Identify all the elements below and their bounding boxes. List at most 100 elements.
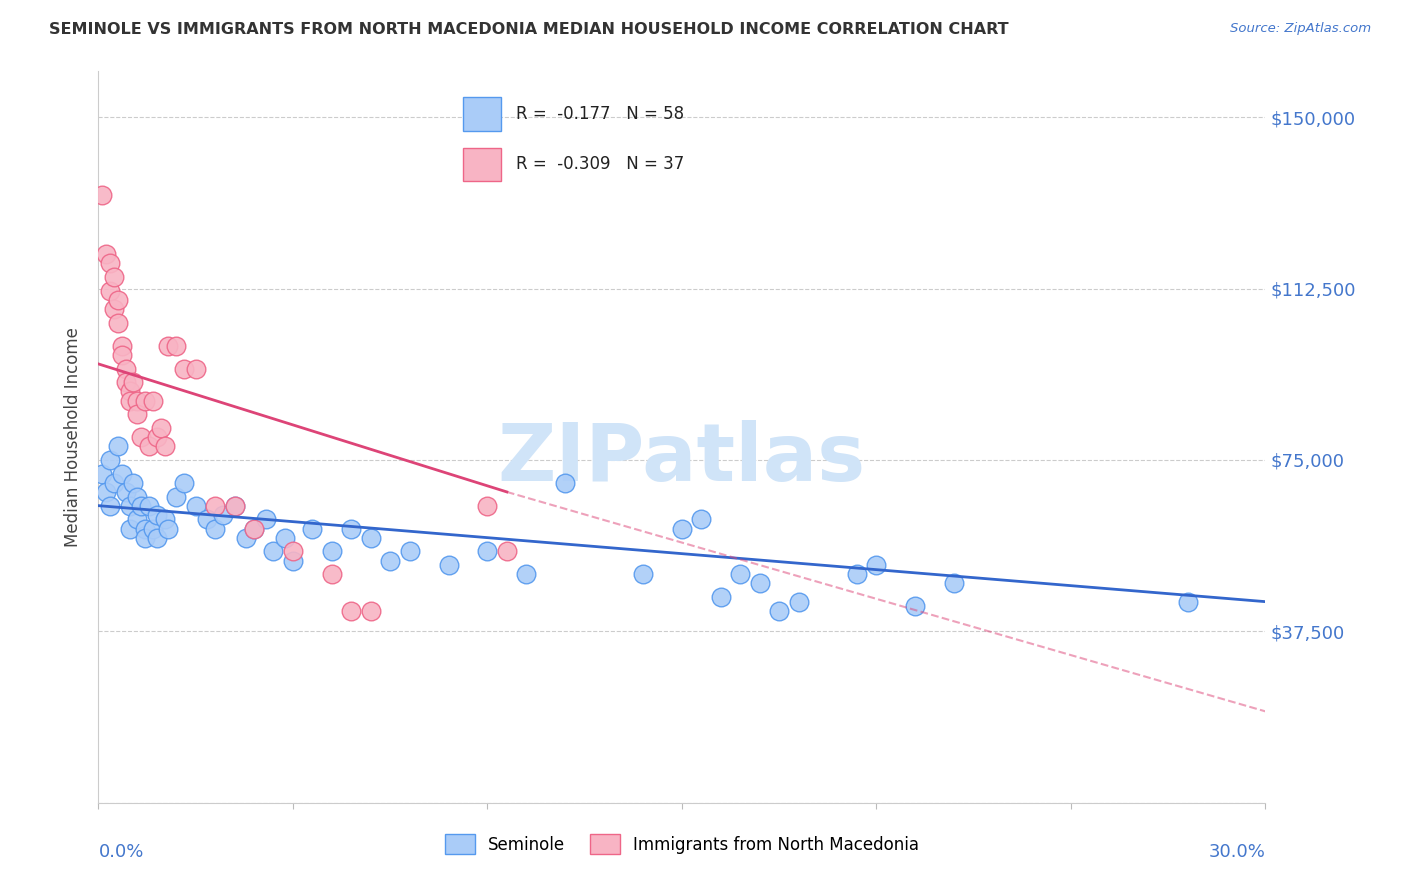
Point	[114, 361, 136, 376]
Point	[195, 512, 218, 526]
Point	[768, 604, 790, 618]
Point	[107, 293, 129, 307]
Point	[146, 508, 169, 522]
Point	[360, 531, 382, 545]
Point	[127, 407, 149, 421]
Point	[134, 531, 156, 545]
Point	[111, 348, 134, 362]
Point	[98, 256, 121, 270]
Point	[127, 490, 149, 504]
Point	[321, 544, 343, 558]
Point	[91, 187, 114, 202]
Point	[235, 531, 257, 545]
Point	[748, 576, 770, 591]
Point	[98, 453, 121, 467]
Point	[122, 475, 145, 490]
Point	[184, 361, 207, 376]
Point	[107, 316, 129, 330]
Point	[554, 475, 576, 490]
Point	[114, 375, 136, 389]
Point	[224, 499, 246, 513]
Point	[173, 475, 195, 490]
Point	[103, 301, 125, 317]
Y-axis label: Median Household Income: Median Household Income	[65, 327, 83, 547]
Point	[184, 499, 207, 513]
Point	[515, 567, 537, 582]
Point	[274, 531, 297, 545]
Point	[165, 490, 187, 504]
Point	[212, 508, 235, 522]
Point	[96, 484, 118, 499]
Point	[146, 531, 169, 545]
Point	[146, 430, 169, 444]
Point	[671, 521, 693, 535]
Point	[107, 439, 129, 453]
Point	[103, 270, 125, 285]
Point	[111, 467, 134, 481]
Point	[138, 499, 160, 513]
Text: Source: ZipAtlas.com: Source: ZipAtlas.com	[1230, 22, 1371, 36]
Text: SEMINOLE VS IMMIGRANTS FROM NORTH MACEDONIA MEDIAN HOUSEHOLD INCOME CORRELATION : SEMINOLE VS IMMIGRANTS FROM NORTH MACEDO…	[49, 22, 1010, 37]
Point	[301, 521, 323, 535]
Point	[129, 499, 152, 513]
Point	[254, 512, 277, 526]
Point	[340, 604, 363, 618]
Point	[127, 512, 149, 526]
Point	[477, 544, 499, 558]
Point	[496, 544, 519, 558]
Point	[865, 558, 887, 573]
Point	[153, 439, 176, 453]
Point	[243, 521, 266, 535]
Point	[127, 393, 149, 408]
Point	[122, 375, 145, 389]
Point	[380, 553, 402, 567]
Point	[98, 499, 121, 513]
Point	[690, 512, 713, 526]
Point	[360, 604, 382, 618]
Point	[165, 338, 187, 352]
Point	[91, 467, 114, 481]
Point	[398, 544, 420, 558]
Point	[138, 439, 160, 453]
Point	[437, 558, 460, 573]
Point	[96, 247, 118, 261]
Point	[281, 544, 304, 558]
Point	[224, 499, 246, 513]
Point	[153, 512, 176, 526]
Point	[477, 499, 499, 513]
Point	[846, 567, 869, 582]
Point	[204, 499, 226, 513]
Point	[98, 284, 121, 298]
Point	[904, 599, 927, 614]
Point	[243, 521, 266, 535]
Point	[204, 521, 226, 535]
Point	[157, 521, 180, 535]
Point	[787, 594, 810, 608]
Point	[730, 567, 752, 582]
Point	[157, 338, 180, 352]
Point	[173, 361, 195, 376]
Point	[134, 521, 156, 535]
Text: 0.0%: 0.0%	[98, 843, 143, 861]
Point	[129, 430, 152, 444]
Point	[118, 499, 141, 513]
Point	[1177, 594, 1199, 608]
Point	[142, 393, 165, 408]
Point	[118, 521, 141, 535]
Point	[118, 393, 141, 408]
Point	[943, 576, 966, 591]
Legend: Seminole, Immigrants from North Macedonia: Seminole, Immigrants from North Macedoni…	[437, 828, 927, 860]
Point	[710, 590, 733, 604]
Text: 30.0%: 30.0%	[1209, 843, 1265, 861]
Point	[134, 393, 156, 408]
Point	[114, 484, 136, 499]
Point	[321, 567, 343, 582]
Point	[142, 521, 165, 535]
Point	[281, 553, 304, 567]
Point	[149, 421, 172, 435]
Point	[111, 338, 134, 352]
Point	[631, 567, 654, 582]
Point	[340, 521, 363, 535]
Point	[118, 384, 141, 399]
Point	[103, 475, 125, 490]
